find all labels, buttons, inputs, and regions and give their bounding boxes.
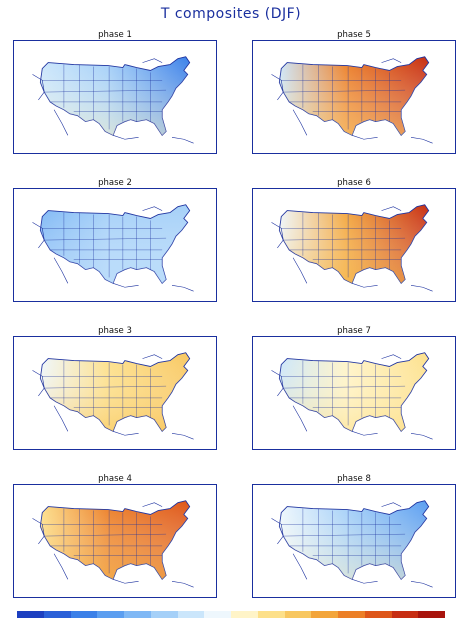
map-svg [271,352,433,440]
colorbar-swatch [284,611,312,618]
panel-title: phase 4 [98,474,132,484]
great-lakes [381,58,402,63]
panel-title: phase 3 [98,326,132,336]
gulf-coastline [351,283,378,288]
caribbean-islands [410,284,433,292]
gulf-coastline [112,579,139,584]
map-panel: phase 2 [13,178,217,303]
us-map [13,336,217,450]
us-map [252,40,456,154]
us-map [13,484,217,598]
map-panel: phase 3 [13,326,217,451]
state-borders [42,212,167,278]
state-borders [281,360,406,426]
coastline [271,518,284,545]
great-lakes [142,206,163,211]
caribbean-islands [171,136,194,144]
baja-coastline [292,109,308,136]
gulf-coastline [112,283,139,288]
map-panel: phase 1 [13,30,217,155]
map-svg [32,352,194,440]
state-borders [281,64,406,130]
baja-coastline [53,553,69,580]
colorbar-swatch [391,611,419,618]
caribbean-islands [171,580,194,588]
baja-coastline [292,553,308,580]
great-lakes [381,502,402,507]
panel-title: phase 5 [337,30,371,40]
map-panel: phase 6 [252,178,456,303]
great-lakes [142,502,163,507]
colorbar-swatch [17,611,44,618]
state-borders [42,360,167,426]
us-map [252,188,456,302]
figure-title: T composites (DJF) [160,6,302,22]
state-borders [281,212,406,278]
gulf-coastline [351,135,378,140]
gulf-coastline [351,579,378,584]
baja-coastline [292,405,308,432]
coastline [32,74,45,101]
state-borders [281,508,406,574]
caribbean-islands [171,432,194,440]
us-map [13,188,217,302]
map-svg [32,56,194,144]
panel-title: phase 6 [337,178,371,188]
state-borders [42,64,167,130]
coastline [271,74,284,101]
colorbar-swatch [177,611,205,618]
colorbar-swatch [97,611,124,618]
map-panel: phase 4 [13,474,217,599]
map-svg [271,56,433,144]
baja-coastline [53,405,69,432]
coastline [271,222,284,249]
panel-title: phase 8 [337,474,371,484]
baja-coastline [292,257,308,284]
great-lakes [142,58,163,63]
panel-title: phase 7 [337,326,371,336]
map-svg [32,204,194,292]
colorbar-swatch [257,611,285,618]
state-borders [42,508,167,574]
map-panel: phase 8 [252,474,456,599]
colorbar-swatch [364,611,392,618]
coastline [271,370,284,397]
map-svg [271,500,433,588]
colorbar-swatch [124,611,151,618]
caribbean-islands [171,284,194,292]
gulf-coastline [112,431,139,436]
us-map [13,40,217,154]
map-panel: phase 7 [252,326,456,451]
colorbar-swatch [311,611,338,618]
colorbar-swatch [231,611,258,618]
coastline [32,518,45,545]
colorbar-swatch [70,611,98,618]
gulf-coastline [112,135,139,140]
caribbean-islands [410,580,433,588]
baja-coastline [53,109,69,136]
baja-coastline [53,257,69,284]
us-map [252,336,456,450]
colorbar-swatch [204,611,231,618]
caribbean-islands [410,432,433,440]
great-lakes [381,354,402,359]
map-svg [32,500,194,588]
caribbean-islands [410,136,433,144]
panel-title: phase 2 [98,178,132,188]
us-map [252,484,456,598]
colorbar-swatch [338,611,365,618]
map-svg [271,204,433,292]
great-lakes [142,354,163,359]
great-lakes [381,206,402,211]
map-panel: phase 5 [252,30,456,155]
coastline [32,222,45,249]
colorbar-swatch [150,611,178,618]
colorbar-swatch [418,611,445,618]
colorbar [17,611,445,618]
coastline [32,370,45,397]
colorbar-swatch [43,611,71,618]
panel-title: phase 1 [98,30,132,40]
gulf-coastline [351,431,378,436]
